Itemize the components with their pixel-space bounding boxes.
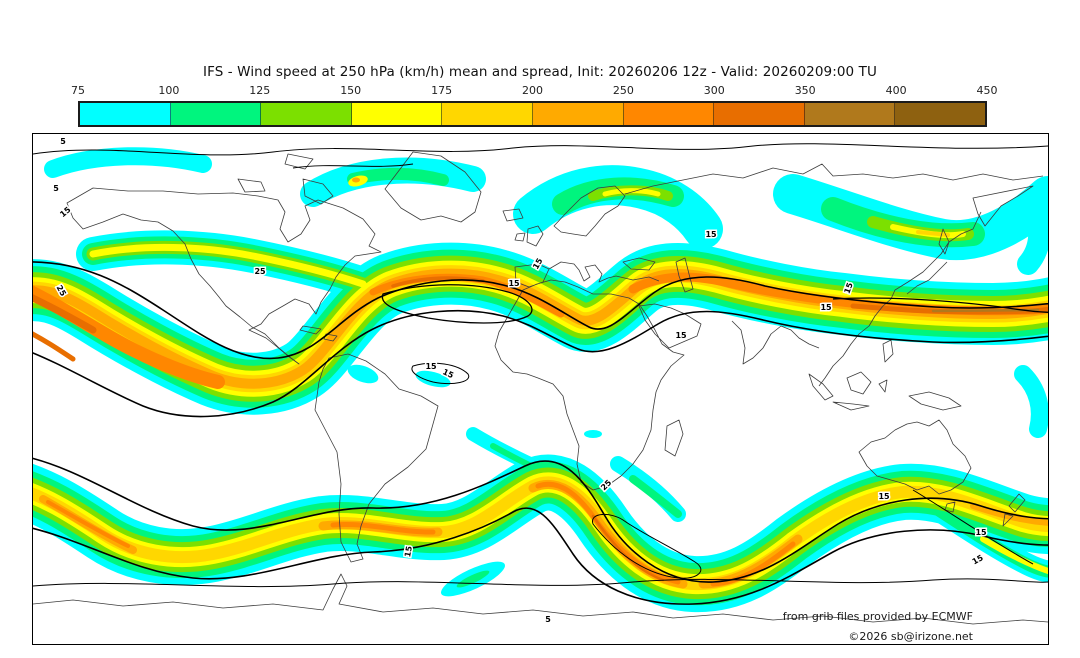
colorbar-segment <box>623 103 715 125</box>
colorbar-tick-label: 450 <box>976 84 998 97</box>
colorbar-tick-label: 75 <box>71 84 85 97</box>
attribution-copyright: ©2026 sb@irizone.net <box>848 630 973 643</box>
colorbar-tick-label: 175 <box>431 84 453 97</box>
colorbar-segment <box>714 103 805 125</box>
contour-value-label: 25 <box>254 267 266 276</box>
colorbar-tick-label: 125 <box>249 84 271 97</box>
colorbar-tick-label: 100 <box>158 84 180 97</box>
colorbar-segment <box>351 103 443 125</box>
contour-value-label: 5 <box>53 184 59 193</box>
contour-value-label: 15 <box>878 492 890 501</box>
contour-value-label: 15 <box>705 230 717 239</box>
colorbar-ticks: 75 100 125 150 175 200 250 300 350 400 450 <box>0 84 1080 98</box>
colorbar-segment <box>170 103 262 125</box>
colorbar-segment <box>895 103 985 125</box>
contour-value-label: 5 <box>60 137 66 146</box>
contour-value-label: 15 <box>508 279 520 288</box>
attribution-source: from grib files provided by ECMWF <box>782 610 973 623</box>
contour-value-label: 15 <box>425 362 437 371</box>
contour-value-label: 15 <box>58 205 73 219</box>
colorbar-tick-label: 350 <box>794 84 816 97</box>
coastlines <box>33 151 1048 625</box>
wind-speed-field <box>33 156 1048 603</box>
contour-value-label: 5 <box>545 615 551 624</box>
colorbar-segment <box>261 103 352 125</box>
colorbar-tick-label: 300 <box>703 84 725 97</box>
colorbar-segments <box>80 103 985 125</box>
chart-title: IFS - Wind speed at 250 hPa (km/h) mean … <box>203 64 877 80</box>
colorbar-tick-label: 150 <box>340 84 362 97</box>
colorbar-segment <box>532 103 624 125</box>
colorbar-segment <box>804 103 896 125</box>
colorbar <box>78 101 987 127</box>
contour-value-label: 15 <box>971 553 986 567</box>
colorbar-segment <box>442 103 533 125</box>
colorbar-tick-label: 200 <box>522 84 543 97</box>
colorbar-tick-label: 250 <box>612 84 634 97</box>
spread-contours <box>33 143 1048 605</box>
colorbar-segment <box>80 103 171 125</box>
contour-value-label: 15 <box>403 545 414 558</box>
contour-value-label: 15 <box>675 331 687 340</box>
contour-value-label: 15 <box>975 528 987 537</box>
contour-value-label: 15 <box>820 303 832 312</box>
map-panel: 5 5 15 25 25 15 15 15 15 15 15 15 15 25 15 15 15 15 5 from… <box>32 133 1049 645</box>
colorbar-tick-label: 400 <box>885 84 907 97</box>
